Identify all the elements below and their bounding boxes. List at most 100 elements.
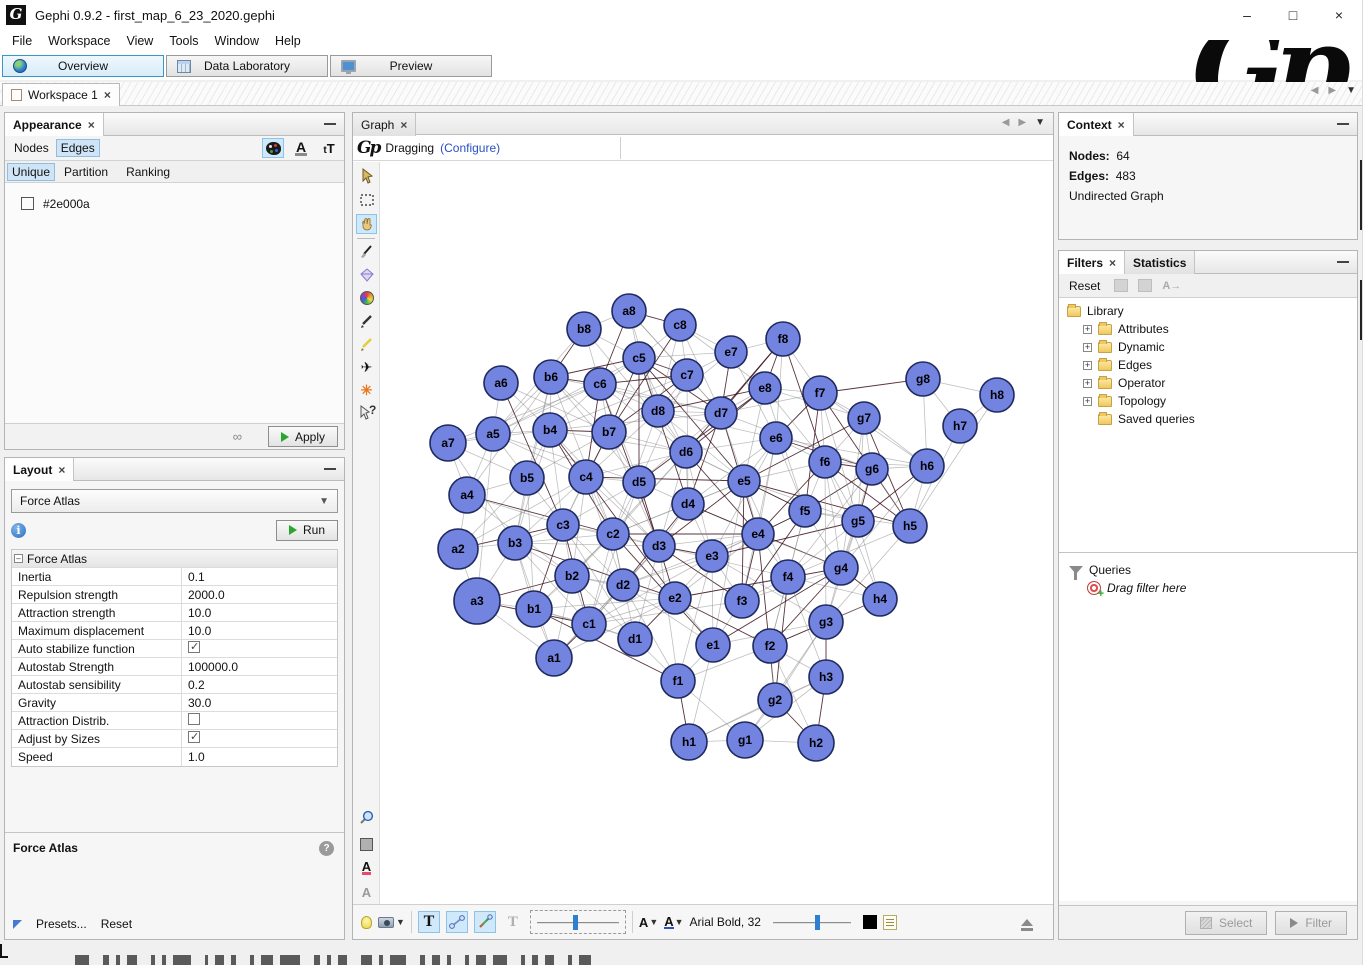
screenshot-button[interactable]: ▼ xyxy=(378,916,405,928)
export-workspace-icon[interactable] xyxy=(1138,279,1153,292)
show-edge-labels-button[interactable]: T xyxy=(502,911,524,933)
select-button[interactable]: Select xyxy=(1184,910,1268,935)
label-color-tool[interactable]: A xyxy=(356,858,377,878)
graph-node-f8[interactable]: f8 xyxy=(765,321,801,357)
graph-close-icon[interactable]: × xyxy=(400,117,408,132)
graph-node-a2[interactable]: a2 xyxy=(437,528,479,570)
heat-area-tool[interactable]: ✳ xyxy=(356,380,377,400)
graph-node-h2[interactable]: h2 xyxy=(797,724,835,762)
property-value[interactable]: 2000.0 xyxy=(188,587,225,602)
export-column-icon[interactable] xyxy=(1114,279,1129,292)
property-checkbox[interactable] xyxy=(188,640,200,653)
tab-preview[interactable]: Preview xyxy=(330,55,492,77)
export-label-icon[interactable]: A→ xyxy=(1162,279,1182,292)
graph-node-c2[interactable]: c2 xyxy=(596,517,630,551)
context-tab[interactable]: Context × xyxy=(1059,113,1134,136)
configure-link[interactable]: (Configure) xyxy=(440,140,501,155)
graph-node-e6[interactable]: e6 xyxy=(759,421,793,455)
scroll-right-icon[interactable]: ▶ xyxy=(1328,85,1337,96)
graph-node-d7[interactable]: d7 xyxy=(704,396,738,430)
graph-node-d4[interactable]: d4 xyxy=(671,487,705,521)
graph-node-d1[interactable]: d1 xyxy=(617,621,653,657)
graph-node-d8[interactable]: d8 xyxy=(641,394,675,428)
filters-close-icon[interactable]: × xyxy=(1109,255,1117,270)
info-icon[interactable]: i xyxy=(11,522,26,538)
nav-right-icon[interactable]: ▶ xyxy=(1018,117,1027,128)
graph-node-f2[interactable]: f2 xyxy=(752,628,788,664)
appearance-nodes-tab[interactable]: Nodes xyxy=(14,141,49,155)
node-pencil-tool[interactable] xyxy=(356,311,377,331)
slider-handle[interactable] xyxy=(814,915,820,930)
nav-left-icon[interactable]: ◀ xyxy=(1001,117,1010,128)
rectangle-select-tool[interactable] xyxy=(356,190,377,210)
expand-icon[interactable]: + xyxy=(1083,323,1092,334)
graph-node-f6[interactable]: f6 xyxy=(808,445,842,479)
graph-node-b8[interactable]: b8 xyxy=(566,311,602,347)
appearance-minimize-icon[interactable] xyxy=(324,123,336,125)
graph-node-b4[interactable]: b4 xyxy=(532,412,568,448)
graph-node-a4[interactable]: a4 xyxy=(448,476,486,514)
tree-item-library[interactable]: Library xyxy=(1059,302,1357,320)
graph-node-c5[interactable]: c5 xyxy=(622,341,656,375)
context-close-icon[interactable]: × xyxy=(1117,117,1125,132)
heatmap-tool[interactable] xyxy=(356,288,377,308)
tab-list-icon[interactable]: ▼ xyxy=(1346,85,1356,96)
graph-node-f1[interactable]: f1 xyxy=(660,663,696,699)
graph-node-a1[interactable]: a1 xyxy=(535,639,573,677)
tree-item-operator[interactable]: + Operator xyxy=(1059,374,1357,392)
graph-node-g8[interactable]: g8 xyxy=(905,361,941,397)
graph-node-e2[interactable]: e2 xyxy=(658,581,692,615)
property-checkbox[interactable] xyxy=(188,713,200,725)
layout-minimize-icon[interactable] xyxy=(324,468,336,470)
property-value[interactable]: 10.0 xyxy=(188,605,212,620)
label-size-slider[interactable] xyxy=(767,911,857,933)
appearance-edges-tab[interactable]: Edges xyxy=(55,139,100,157)
graph-node-a6[interactable]: a6 xyxy=(483,365,519,401)
graph-canvas[interactable]: a1 a2 a3 a4 a5 a6 a7 a8 b1 b2 b3 b4 b5 b6 b7 b8 c1 c2 c3 c4… xyxy=(380,162,1053,904)
layout-tab[interactable]: Layout × xyxy=(5,458,75,481)
graph-node-g1[interactable]: g1 xyxy=(726,721,764,759)
graph-node-e4[interactable]: e4 xyxy=(741,517,775,551)
sizer-tool[interactable] xyxy=(356,265,377,285)
graph-node-g5[interactable]: g5 xyxy=(841,504,875,538)
slider-handle[interactable] xyxy=(572,915,578,930)
lightbulb-icon[interactable] xyxy=(361,915,372,929)
painter-tool[interactable] xyxy=(356,242,377,262)
presets-button[interactable]: Presets... xyxy=(36,917,87,931)
property-value[interactable]: 30.0 xyxy=(188,695,212,710)
appearance-partition-tab[interactable]: Partition xyxy=(64,164,109,179)
graph-node-e3[interactable]: e3 xyxy=(695,539,729,573)
graph-tab[interactable]: Graph × xyxy=(353,113,417,136)
graph-node-g3[interactable]: g3 xyxy=(808,604,844,640)
collapse-toolbar-icon[interactable] xyxy=(1021,918,1033,931)
expand-icon[interactable]: + xyxy=(1083,341,1092,352)
properties-header-row[interactable]: – Force Atlas xyxy=(12,550,337,568)
graph-node-a3[interactable]: a3 xyxy=(453,577,501,625)
edit-tool[interactable]: ? xyxy=(356,403,377,423)
graph-node-c7[interactable]: c7 xyxy=(670,358,704,392)
run-button[interactable]: Run xyxy=(275,519,338,541)
graph-node-h8[interactable]: h8 xyxy=(979,377,1015,413)
appearance-unique-tab[interactable]: Unique xyxy=(7,162,56,181)
attributes-settings-icon[interactable] xyxy=(882,914,897,930)
graph-node-c6[interactable]: c6 xyxy=(583,367,617,401)
tree-item-edges[interactable]: + Edges xyxy=(1059,356,1357,374)
expand-icon[interactable]: + xyxy=(1083,359,1092,370)
property-checkbox[interactable] xyxy=(188,730,200,743)
show-node-labels-button[interactable]: T xyxy=(417,911,440,933)
graph-node-e5[interactable]: e5 xyxy=(727,464,761,498)
link-icon[interactable]: ∞ xyxy=(232,429,242,444)
apply-button[interactable]: Apply xyxy=(267,426,338,447)
graph-node-d2[interactable]: d2 xyxy=(606,568,640,602)
help-icon[interactable]: ? xyxy=(319,841,334,856)
graph-node-c8[interactable]: c8 xyxy=(663,308,697,342)
property-value[interactable]: 0.2 xyxy=(188,677,205,692)
filters-minimize-icon[interactable] xyxy=(1337,261,1349,263)
filter-button[interactable]: Filter xyxy=(1275,910,1347,935)
label-outline-tool[interactable]: A xyxy=(356,882,377,902)
reset-button[interactable]: Reset xyxy=(100,917,133,931)
menu-workspace[interactable]: Workspace xyxy=(48,34,111,48)
drag-tool[interactable] xyxy=(356,214,377,234)
font-button[interactable]: A ▼ xyxy=(664,915,684,929)
font-color-swatch[interactable] xyxy=(862,915,877,929)
